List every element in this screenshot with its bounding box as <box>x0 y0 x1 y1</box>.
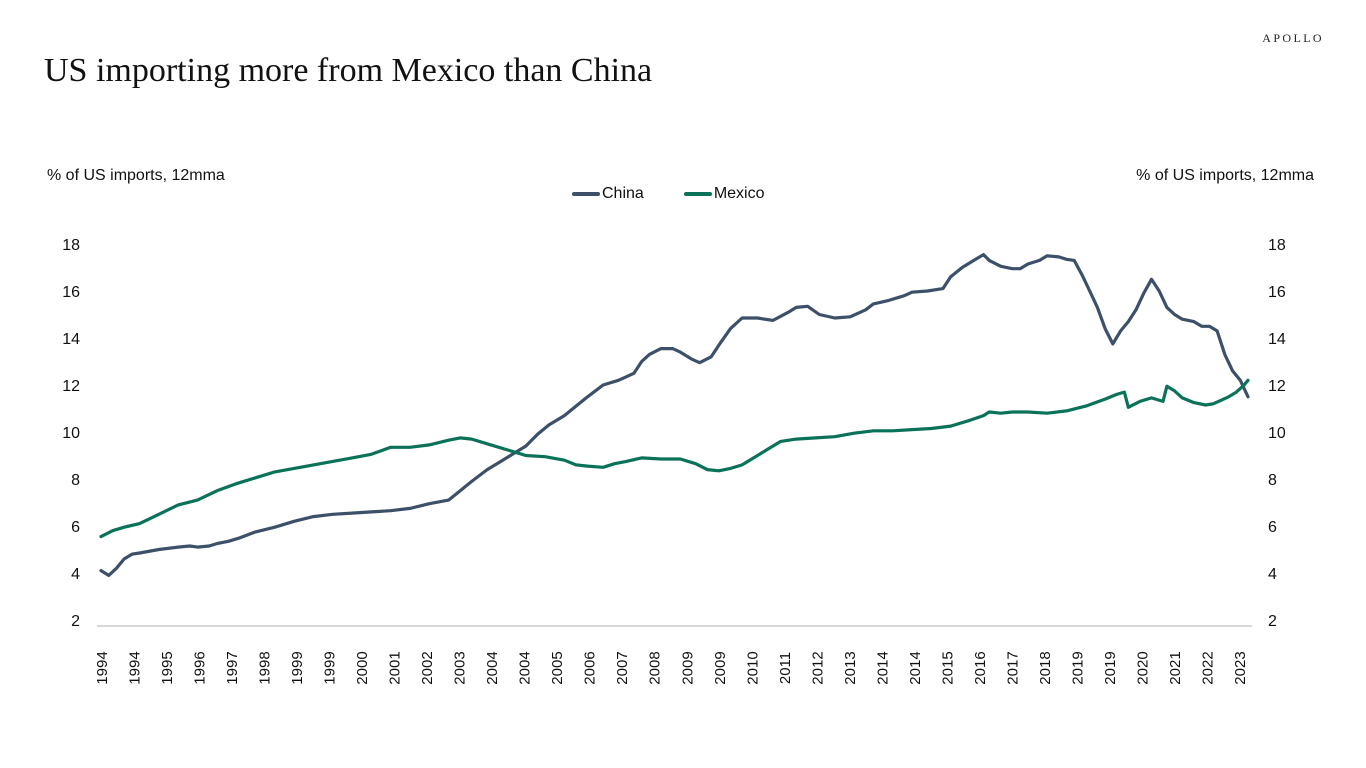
legend-item-mexico: Mexico <box>683 185 765 203</box>
x-tick-label: 2003 <box>452 651 469 684</box>
x-tick-label: 2008 <box>647 651 664 684</box>
y-tick-left: 6 <box>71 519 80 536</box>
x-tick-label: 1999 <box>289 651 306 684</box>
x-tick-label: 1997 <box>224 651 241 684</box>
left-y-axis: 2 4 6 8 10 12 14 16 18 <box>62 237 80 630</box>
x-tick-label: 2001 <box>387 651 404 684</box>
y-tick-left: 14 <box>62 331 80 348</box>
series-line-mexico <box>99 378 1250 539</box>
y-tick-left: 4 <box>71 566 80 583</box>
y-tick-left: 18 <box>62 237 80 254</box>
x-tick-label: 1994 <box>127 651 144 684</box>
left-axis-label: % of US imports, 12mma <box>47 167 225 184</box>
y-tick-left: 12 <box>62 378 80 395</box>
y-tick-right: 4 <box>1268 566 1277 583</box>
x-tick-label: 2012 <box>809 651 826 684</box>
x-tick-label: 2002 <box>419 651 436 684</box>
y-tick-right: 16 <box>1268 284 1286 301</box>
y-tick-right: 2 <box>1268 613 1277 630</box>
x-tick-label: 2000 <box>354 651 371 684</box>
x-tick-label: 2004 <box>484 651 501 684</box>
y-tick-right: 10 <box>1268 425 1286 442</box>
x-tick-label: 2019 <box>1069 651 1086 684</box>
x-tick-label: 1999 <box>322 651 339 684</box>
y-tick-right: 6 <box>1268 519 1277 536</box>
series-line-china <box>99 253 1250 577</box>
x-tick-label: 2006 <box>582 651 599 684</box>
legend-item-china: China <box>572 185 644 203</box>
x-tick-label: 2004 <box>517 651 534 684</box>
y-tick-right: 18 <box>1268 237 1286 254</box>
x-tick-label: 2019 <box>1102 651 1119 684</box>
y-tick-right: 14 <box>1268 331 1286 348</box>
legend-swatch-mexico <box>683 192 712 196</box>
chart-title: US importing more from Mexico than China <box>44 52 653 89</box>
legend-label-china: China <box>602 185 644 202</box>
y-tick-left: 2 <box>71 613 80 630</box>
x-axis: 1994 1994 1995 1996 1997 1998 1999 1999 2000 2001… <box>94 651 1249 684</box>
x-tick-label: 2016 <box>972 651 989 684</box>
apollo-logo: APOLLO <box>1262 31 1324 45</box>
x-tick-label: 1998 <box>257 651 274 684</box>
legend-label-mexico: Mexico <box>713 185 765 202</box>
x-tick-label: 2017 <box>1004 651 1021 684</box>
x-tick-label: 2009 <box>712 651 729 684</box>
x-tick-label: 2013 <box>842 651 859 684</box>
x-tick-label: 2014 <box>907 651 924 684</box>
legend-swatch-china <box>572 192 600 196</box>
x-tick-label: 2014 <box>874 651 891 684</box>
right-axis-label: % of US imports, 12mma <box>1136 167 1314 184</box>
series-lines <box>99 253 1250 577</box>
x-tick-label: 2021 <box>1167 651 1184 684</box>
x-tick-label: 1994 <box>94 651 111 684</box>
x-tick-label: 2018 <box>1037 651 1054 684</box>
x-tick-label: 2015 <box>939 651 956 684</box>
y-tick-left: 16 <box>62 284 80 301</box>
y-tick-left: 8 <box>71 472 80 489</box>
x-tick-label: 1996 <box>192 651 209 684</box>
y-tick-right: 8 <box>1268 472 1277 489</box>
x-tick-label: 2005 <box>549 651 566 684</box>
x-tick-label: 1995 <box>159 651 176 684</box>
x-tick-label: 2009 <box>679 651 696 684</box>
y-tick-right: 12 <box>1268 378 1286 395</box>
y-tick-left: 10 <box>62 425 80 442</box>
right-y-axis: 2 4 6 8 10 12 14 16 18 <box>1268 237 1286 630</box>
x-tick-label: 2011 <box>777 652 794 684</box>
chart-legend: China Mexico <box>572 185 765 203</box>
x-tick-label: 2007 <box>614 651 631 684</box>
x-tick-label: 2023 <box>1232 651 1249 684</box>
x-tick-label: 2010 <box>744 651 761 684</box>
x-tick-label: 2022 <box>1199 651 1216 684</box>
x-tick-label: 2020 <box>1134 651 1151 684</box>
